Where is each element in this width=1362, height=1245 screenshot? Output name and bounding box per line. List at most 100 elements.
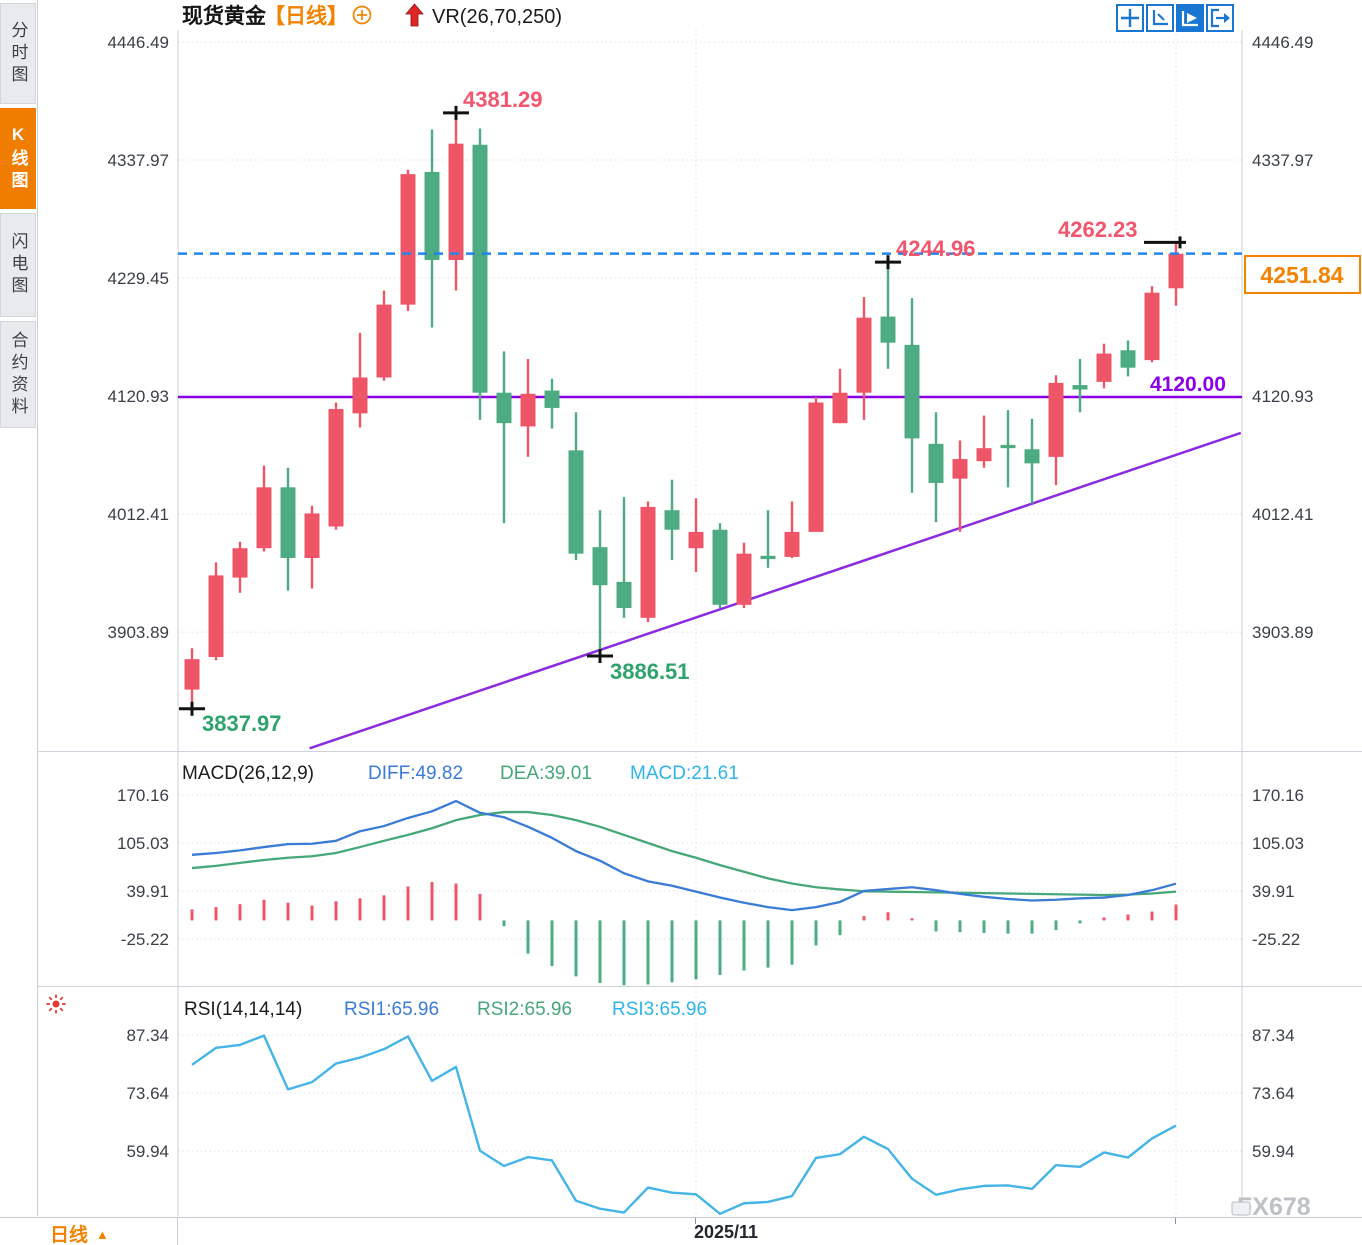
sidebar-tab-label: K线图 [8, 124, 28, 193]
price-annotation: 4381.29 [463, 87, 543, 112]
sun-icon [52, 1000, 60, 1008]
sidebar-tab-label: 合约资料 [8, 330, 28, 419]
candle-body [640, 506, 656, 618]
candle-body [952, 459, 968, 479]
macd-histogram-bar [934, 920, 938, 932]
macd-indicator-label: MACD(26,12,9) [182, 763, 314, 784]
x-axis-tick [1175, 1218, 1176, 1224]
price-chart-canvas[interactable]: 4120.00 4381.29 4244.96 4262.23 3886.51 3837.… [0, 0, 1362, 1217]
overlay-indicator-label: VR(26,70,250) [432, 6, 562, 28]
sidebar-tab-kline[interactable]: K线图 [0, 108, 36, 209]
current-price-box [1244, 255, 1361, 294]
rsi-axis-label-right: 87.34 [1252, 1026, 1295, 1045]
candle-body [808, 402, 824, 532]
candle-body [616, 581, 632, 609]
candle-body [304, 513, 320, 559]
candle-body [328, 409, 344, 527]
sidebar-tab-contract[interactable]: 合约资料 [0, 321, 36, 428]
candle-body [424, 171, 440, 261]
macd-histogram-bar [214, 907, 218, 921]
price-annotation: 3886.51 [610, 659, 690, 684]
macd-histogram-bar [526, 920, 530, 954]
macd-histogram-bar [334, 901, 338, 921]
macd-dea-line [191, 810, 1177, 897]
sun-icon-ray [59, 996, 64, 1001]
scroll-handle[interactable] [1231, 1201, 1251, 1216]
symbol-title: 现货黄金 [182, 4, 267, 28]
macd-readout: MACD:21.61 [630, 763, 739, 784]
rsi-readout: RSI3:65.96 [612, 999, 707, 1020]
macd-histogram-bar [502, 920, 506, 927]
macd-histogram-bar [718, 920, 722, 975]
candle-body [592, 547, 608, 586]
y-axis-label-right: 4446.49 [1252, 33, 1313, 52]
candle-body [496, 392, 512, 424]
circle-plus-icon[interactable] [352, 5, 372, 25]
candle-body [688, 531, 704, 549]
rsi-indicator-label: RSI(14,14,14) [184, 999, 302, 1020]
red-up-arrow-icon [405, 3, 424, 27]
candle-body [472, 144, 488, 393]
macd-histogram-bar [694, 920, 698, 980]
candle-body [712, 529, 728, 605]
trend-line [309, 431, 1242, 750]
macd-axis-label-left: -25.22 [121, 930, 169, 949]
y-axis-label-left: 4012.41 [108, 505, 169, 524]
macd-histogram-bar [1126, 914, 1130, 921]
axis-scale-glyph [1152, 10, 1168, 26]
sidebar-tab-timeshare[interactable]: 分时图 [0, 3, 36, 104]
chart-mode-icon[interactable] [1176, 4, 1204, 32]
sidebar-tab-label: 闪电图 [8, 232, 28, 298]
chart-background [0, 0, 1362, 1217]
candle-body [280, 487, 296, 559]
macd-histogram-bar [1054, 920, 1058, 930]
y-axis-label-left: 3903.89 [108, 623, 169, 642]
rsi-plot-area[interactable] [178, 987, 1242, 1215]
candle-body [184, 659, 200, 690]
macd-histogram-bar [238, 904, 242, 921]
candle-body [208, 575, 224, 657]
rsi-axis-label-left: 87.34 [126, 1026, 169, 1045]
macd-histogram-bar [886, 912, 890, 921]
macd-plot-area[interactable] [178, 752, 1242, 985]
rsi-axis-label-left: 59.94 [126, 1142, 169, 1161]
macd-axis-label-left: 39.91 [126, 882, 169, 901]
macd-histogram-bar [1078, 920, 1082, 924]
rsi-readout: RSI1:65.96 [344, 999, 439, 1020]
candle-body [1024, 449, 1040, 464]
sun-icon-ray [48, 1007, 53, 1012]
macd-axis-label-right: 170.16 [1252, 786, 1304, 805]
y-axis-label-left: 4120.93 [108, 387, 169, 406]
candle-body [1096, 353, 1112, 382]
period-selector[interactable]: 日线 ▲ [50, 1220, 109, 1245]
candle-body [928, 443, 944, 483]
exit-right-glyph [1210, 8, 1219, 28]
candle-body [1048, 382, 1064, 457]
macd-histogram-bar [430, 882, 434, 921]
axis-scale-glyph [1157, 13, 1165, 21]
exit-right-glyph [1224, 13, 1230, 23]
candle-body [568, 450, 584, 554]
candle-body [400, 174, 416, 305]
macd-readout: DEA:39.01 [500, 763, 592, 784]
macd-axis-label-left: 170.16 [117, 786, 169, 805]
macd-histogram-bar [382, 895, 386, 921]
main-plot-area[interactable] [178, 30, 1242, 750]
y-axis-label-right: 4337.97 [1252, 151, 1313, 170]
macd-histogram-bar [286, 902, 290, 921]
period-label: 日线 [50, 1225, 89, 1245]
sun-icon-ray [48, 996, 53, 1001]
macd-readout: DIFF:49.82 [368, 763, 463, 784]
rsi-axis-label-right: 73.64 [1252, 1084, 1295, 1103]
x-axis-date-label: 2025/11 [694, 1222, 759, 1242]
bottom-bar: 日线 ▲ 2025/11 [0, 1217, 1362, 1245]
axis-scale-icon[interactable] [1146, 4, 1174, 32]
sidebar-tab-lightning[interactable]: 闪电图 [0, 213, 36, 317]
macd-histogram-bar [1102, 917, 1106, 921]
sidebar: 分时图 K线图 闪电图 合约资料 [0, 0, 38, 1216]
candle-body [832, 392, 848, 424]
macd-histogram-bar [1174, 904, 1178, 921]
candle-body [448, 143, 464, 261]
macd-histogram-bar [358, 898, 362, 921]
macd-histogram-bar [862, 915, 866, 921]
